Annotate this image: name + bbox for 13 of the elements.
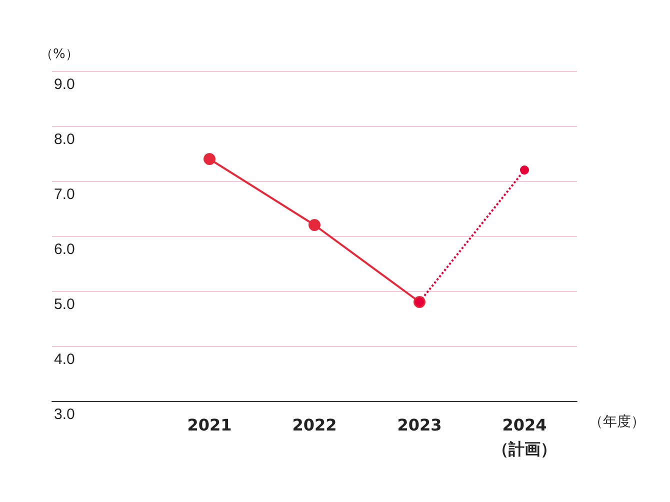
x-tick-label: 2024 （計画） bbox=[492, 416, 556, 458]
x-axis-title: （年度） bbox=[589, 414, 645, 430]
y-tick-label: 3.0 bbox=[54, 406, 75, 423]
y-axis-title: （%） bbox=[40, 47, 78, 62]
y-tick-label: 8.0 bbox=[54, 131, 75, 148]
y-tick-label: 9.0 bbox=[54, 76, 75, 93]
x-tick-label: 2021 bbox=[187, 416, 232, 434]
y-tick-label: 7.0 bbox=[54, 186, 75, 203]
x-tick-label: 2022 bbox=[292, 416, 337, 434]
y-tick-label: 4.0 bbox=[54, 351, 75, 368]
y-tick-label: 6.0 bbox=[54, 241, 75, 258]
y-tick-label: 5.0 bbox=[54, 296, 75, 313]
x-tick-label: 2023 bbox=[397, 416, 442, 434]
